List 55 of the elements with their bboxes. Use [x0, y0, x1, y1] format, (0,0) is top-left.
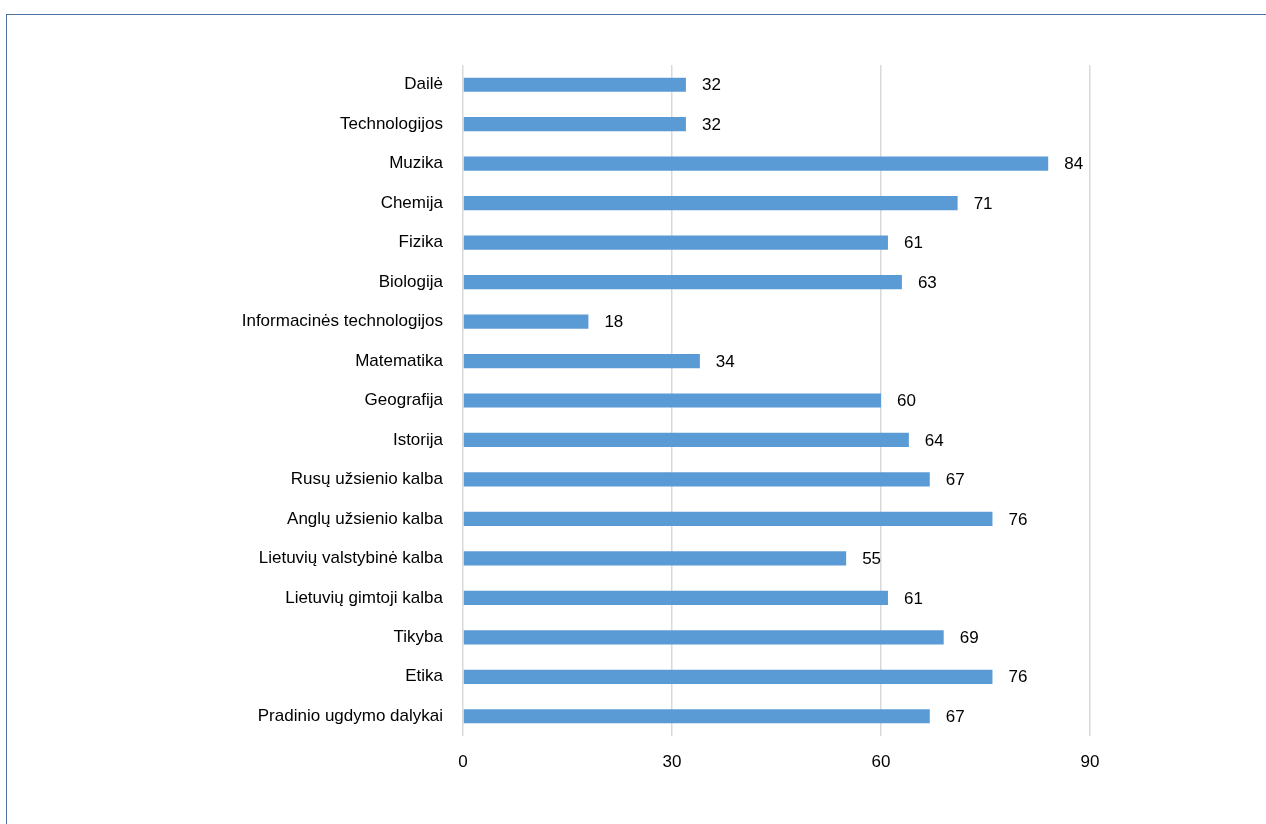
bar — [463, 77, 686, 92]
data-label: 34 — [715, 351, 735, 371]
y-tick-label: Matematika — [355, 350, 444, 370]
y-tick-label: Istorija — [392, 429, 444, 449]
bar — [463, 314, 589, 329]
bar — [463, 432, 909, 448]
bar — [463, 472, 930, 487]
x-tick-label: 0 — [458, 751, 468, 771]
bar — [463, 235, 888, 250]
y-tick-label: Biologija — [378, 271, 444, 291]
bar — [463, 590, 888, 605]
data-label: 76 — [1008, 667, 1028, 687]
y-tick-label: Geografija — [364, 390, 444, 410]
bar — [463, 630, 944, 645]
bar — [463, 511, 993, 527]
bar — [463, 551, 847, 566]
y-tick-label: Etika — [405, 666, 444, 686]
data-label: 64 — [924, 430, 944, 450]
y-tick-label: Dailė — [404, 74, 443, 94]
bar — [463, 393, 881, 408]
data-label: 55 — [862, 549, 882, 569]
data-label: 32 — [701, 75, 721, 95]
y-tick-label: Lietuvių valstybinė kalba — [258, 548, 444, 568]
data-label: 71 — [973, 193, 993, 213]
data-label: 60 — [897, 391, 916, 411]
y-tick-label: Muzika — [389, 153, 444, 173]
data-label: 67 — [945, 470, 965, 490]
bar — [463, 156, 1049, 171]
y-tick-label: Rusų užsienio kalba — [290, 469, 444, 489]
y-tick-label: Fizika — [398, 232, 444, 252]
x-tick-label: 30 — [662, 751, 682, 771]
data-label: 76 — [1008, 509, 1028, 529]
data-label: 18 — [604, 312, 624, 332]
bar — [463, 196, 958, 211]
bar — [463, 274, 902, 290]
data-label: 63 — [917, 272, 937, 292]
y-tick-label: Technologijos — [339, 113, 443, 133]
data-label: 69 — [959, 628, 979, 648]
x-tick-label: 60 — [871, 751, 891, 771]
y-tick-label: Tikyba — [393, 627, 444, 647]
y-tick-label: Pradinio ugdymo dalykai — [257, 705, 443, 725]
y-tick-label: Lietuvių gimtoji kalba — [285, 587, 444, 607]
y-tick-label: Anglų užsienio kalba — [287, 508, 444, 528]
bar — [463, 709, 930, 724]
data-label: 61 — [903, 588, 923, 608]
bar — [463, 669, 993, 684]
data-label: 32 — [701, 114, 721, 134]
x-tick-label: 90 — [1080, 751, 1100, 771]
y-tick-label: Chemija — [380, 192, 444, 212]
bar — [463, 117, 686, 132]
y-tick-label: Informacinės technologijos — [241, 311, 443, 331]
bar — [463, 353, 700, 369]
data-label: 84 — [1064, 154, 1084, 174]
data-label: 67 — [945, 706, 965, 726]
data-label: 61 — [903, 233, 923, 253]
